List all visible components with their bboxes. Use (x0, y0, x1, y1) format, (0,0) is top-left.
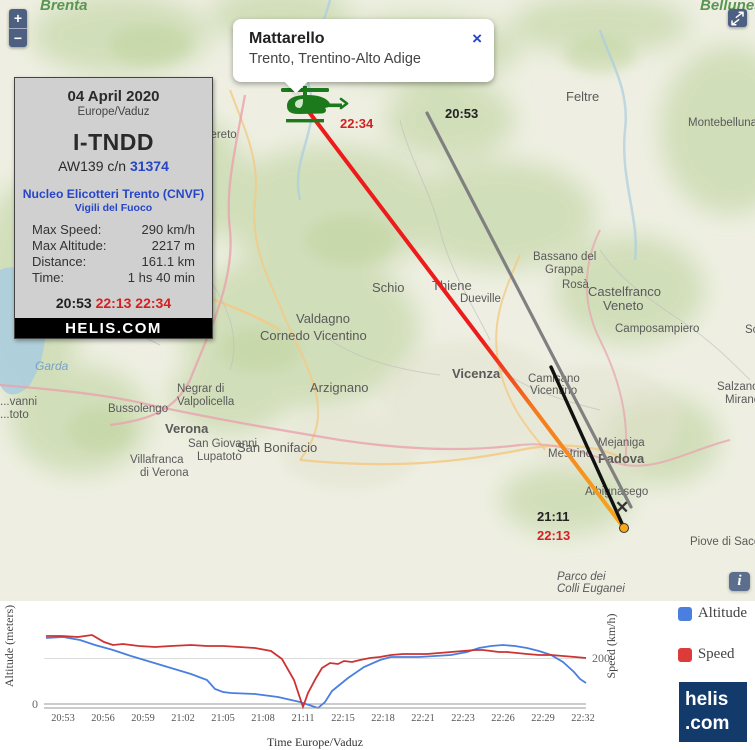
svg-text:Mejaniga: Mejaniga (598, 437, 645, 449)
svg-text:21:11: 21:11 (537, 509, 570, 524)
svg-text:22:34: 22:34 (340, 116, 374, 131)
svg-text:22:18: 22:18 (371, 713, 394, 724)
svg-text:21:02: 21:02 (171, 713, 194, 724)
svg-text:Lupatoto: Lupatoto (197, 451, 242, 463)
svg-text:22:29: 22:29 (531, 713, 554, 724)
svg-text:Villafranca: Villafranca (130, 454, 184, 466)
svg-text:Veneto: Veneto (603, 298, 644, 313)
svg-text:Valpolicella: Valpolicella (177, 396, 235, 408)
svg-text:Altitude (meters): Altitude (meters) (2, 605, 16, 687)
svg-text:21:05: 21:05 (211, 713, 234, 724)
svg-text:22:26: 22:26 (491, 713, 514, 724)
svg-text:22:13: 22:13 (537, 528, 570, 543)
svg-text:...vanni: ...vanni (0, 396, 37, 408)
svg-text:22:21: 22:21 (411, 713, 434, 724)
svg-text:Speed (km/h): Speed (km/h) (604, 614, 618, 679)
svg-text:Mirano: Mirano (725, 394, 755, 406)
svg-text:20:53: 20:53 (51, 713, 74, 724)
svg-text:Negrar di: Negrar di (177, 383, 224, 395)
svg-text:Bassano del: Bassano del (533, 251, 596, 263)
svg-text:Parco dei: Parco dei (557, 571, 606, 583)
svg-text:Montebelluna: Montebelluna (688, 117, 755, 129)
svg-text:Scorzè: Scorzè (745, 324, 755, 336)
svg-text:Feltre: Feltre (566, 89, 599, 104)
svg-text:Piove di Sacco: Piove di Sacco (690, 536, 755, 548)
svg-text:Salzano: Salzano (717, 381, 755, 393)
svg-text:Rosà: Rosà (562, 279, 589, 291)
svg-text:22:23: 22:23 (451, 713, 474, 724)
svg-text:0: 0 (32, 697, 38, 711)
svg-text:20:56: 20:56 (91, 713, 114, 724)
svg-text:Camposampiero: Camposampiero (615, 323, 699, 335)
svg-text:Time Europe/Vaduz: Time Europe/Vaduz (267, 735, 363, 749)
svg-text:21:08: 21:08 (251, 713, 274, 724)
svg-text:Brenta: Brenta (40, 0, 88, 14)
svg-text:Arzignano: Arzignano (310, 380, 369, 395)
svg-text:20:53: 20:53 (445, 106, 478, 121)
svg-text:22:15: 22:15 (331, 713, 354, 724)
svg-text:Colli Euganei: Colli Euganei (557, 583, 625, 595)
svg-text:21:11: 21:11 (291, 713, 314, 724)
svg-text:di Verona: di Verona (140, 467, 189, 479)
svg-text:Verona: Verona (165, 421, 209, 436)
svg-text:Valdagno: Valdagno (296, 311, 350, 326)
svg-text:Cornedo Vicentino: Cornedo Vicentino (260, 328, 367, 343)
svg-text:✕: ✕ (615, 498, 629, 517)
svg-text:...toto: ...toto (0, 409, 29, 421)
svg-text:200: 200 (592, 651, 610, 665)
svg-text:San Giovanni: San Giovanni (188, 438, 257, 450)
svg-text:Grappa: Grappa (545, 264, 584, 276)
svg-text:Garda: Garda (35, 359, 69, 373)
svg-text:22:32: 22:32 (571, 713, 594, 724)
svg-text:Vicenza: Vicenza (452, 366, 501, 381)
svg-text:Dueville: Dueville (460, 293, 501, 305)
svg-text:20:59: 20:59 (131, 713, 154, 724)
svg-text:Schio: Schio (372, 280, 405, 295)
svg-text:Castelfranco: Castelfranco (588, 284, 661, 299)
svg-text:Bussolengo: Bussolengo (108, 403, 168, 415)
